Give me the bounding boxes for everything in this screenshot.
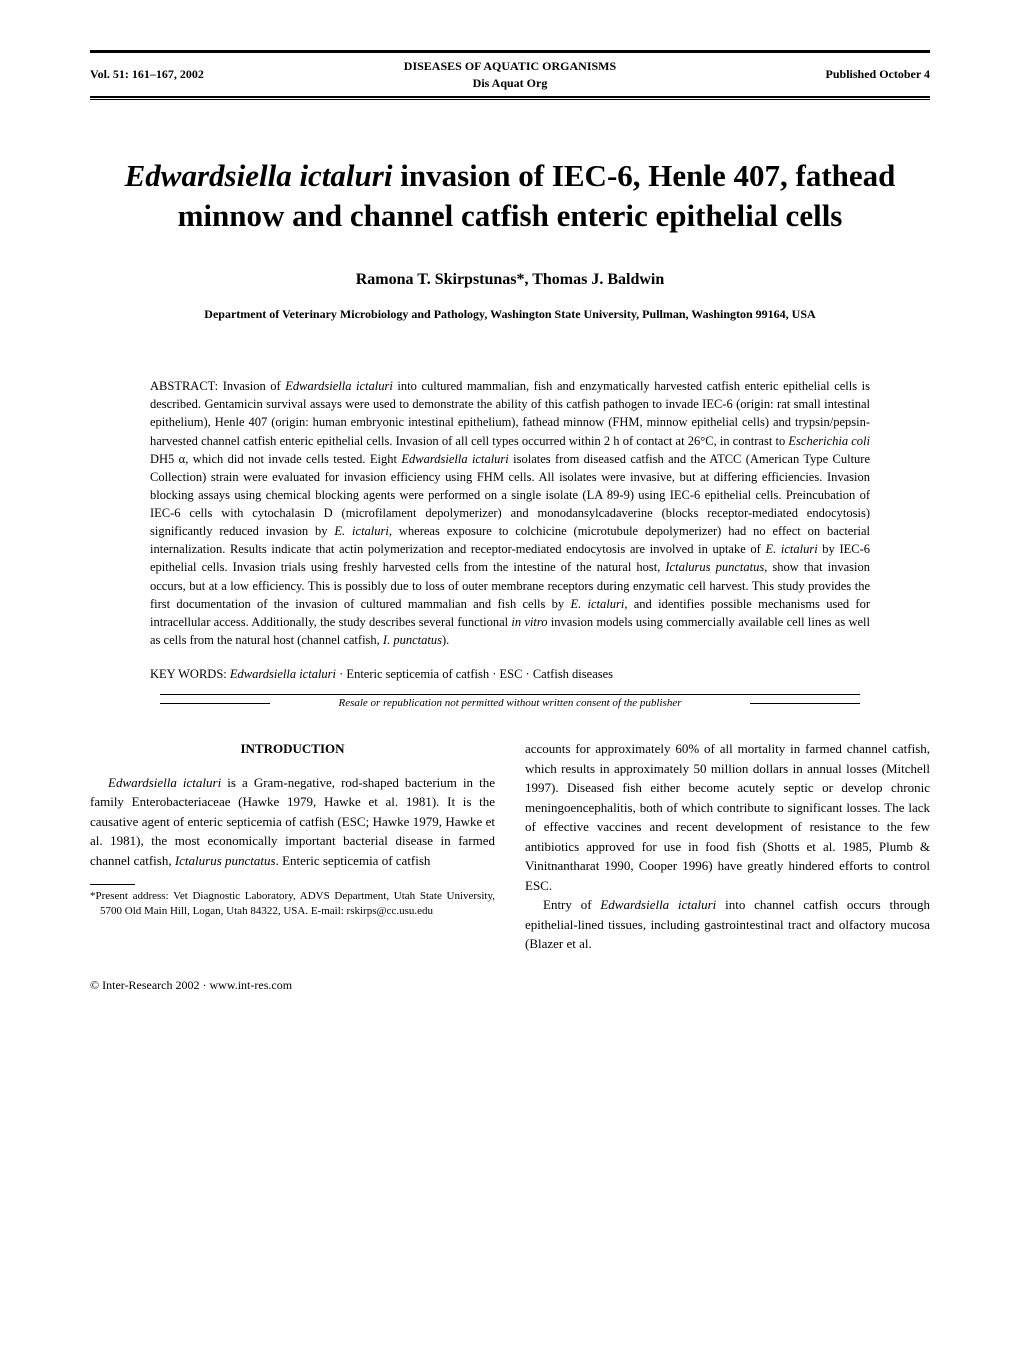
footnote-separator bbox=[90, 884, 135, 885]
header-journal: DISEASES OF AQUATIC ORGANISMS Dis Aquat … bbox=[370, 58, 650, 92]
keywords: KEY WORDS: Edwardsiella ictaluri · Enter… bbox=[150, 667, 870, 682]
abstract-sp2: Escherichia coli bbox=[788, 434, 870, 448]
abstract-sp7: E. ictaluri bbox=[570, 597, 624, 611]
footer-copyright: © Inter-Research 2002 · www.int-res.com bbox=[90, 978, 292, 993]
abstract: ABSTRACT: Invasion of Edwardsiella ictal… bbox=[150, 377, 870, 649]
intro-para-2: Entry of Edwardsiella ictaluri into chan… bbox=[525, 895, 930, 954]
abstract-sp1: Edwardsiella ictaluri bbox=[285, 379, 393, 393]
p2-species: Edwardsiella ictaluri bbox=[600, 897, 716, 912]
header-bottom-rule bbox=[90, 99, 930, 101]
abstract-sp6: Ictalurus punctatus bbox=[665, 560, 764, 574]
section-heading: INTRODUCTION bbox=[90, 739, 495, 759]
right-column: accounts for approximately 60% of all mo… bbox=[525, 739, 930, 954]
journal-line1: DISEASES OF AQUATIC ORGANISMS bbox=[404, 59, 616, 73]
abstract-sp5: E. ictaluri bbox=[765, 542, 817, 556]
keywords-rest: · Enteric septicemia of catfish · ESC · … bbox=[336, 667, 613, 681]
header-top-rule bbox=[90, 50, 930, 53]
resale-note: Resale or republication not permitted wi… bbox=[160, 694, 860, 709]
keywords-label: KEY WORDS: bbox=[150, 667, 230, 681]
intro-para-1-cont: accounts for approximately 60% of all mo… bbox=[525, 739, 930, 895]
p1-species1: Edwardsiella ictaluri bbox=[108, 775, 221, 790]
abstract-label: ABSTRACT: bbox=[150, 379, 223, 393]
article-title: Edwardsiella ictaluri invasion of IEC-6,… bbox=[90, 156, 930, 237]
abstract-sp3: Edwardsiella ictaluri bbox=[401, 452, 508, 466]
journal-line2: Dis Aquat Org bbox=[473, 76, 548, 90]
abstract-b9: ). bbox=[442, 633, 449, 647]
header-volume: Vol. 51: 161–167, 2002 bbox=[90, 67, 370, 82]
affiliation: Department of Veterinary Microbiology an… bbox=[90, 307, 930, 322]
abstract-b2: DH5 α, which did not invade cells tested… bbox=[150, 452, 401, 466]
page-footer: © Inter-Research 2002 · www.int-res.com bbox=[90, 978, 930, 993]
left-column: INTRODUCTION Edwardsiella ictaluri is a … bbox=[90, 739, 495, 954]
title-species: Edwardsiella ictaluri bbox=[125, 158, 393, 193]
abstract-sp9: I. punctatus bbox=[383, 633, 442, 647]
p1-text2: . Enteric septicemia of catfish bbox=[276, 853, 431, 868]
p2-text1: Entry of bbox=[543, 897, 600, 912]
authors: Ramona T. Skirpstunas*, Thomas J. Baldwi… bbox=[90, 271, 930, 289]
abstract-sp4: E. ictaluri bbox=[334, 524, 388, 538]
p1-species2: Ictalurus punctatus bbox=[175, 853, 276, 868]
header-pubdate: Published October 4 bbox=[650, 67, 930, 82]
corresponding-footnote: *Present address: Vet Diagnostic Laborat… bbox=[90, 889, 495, 920]
abstract-sp8: in vitro bbox=[511, 615, 547, 629]
page-header: Vol. 51: 161–167, 2002 DISEASES OF AQUAT… bbox=[90, 54, 930, 98]
abstract-pre: Invasion of bbox=[223, 379, 286, 393]
keywords-k1: Edwardsiella ictaluri bbox=[230, 667, 336, 681]
body-columns: INTRODUCTION Edwardsiella ictaluri is a … bbox=[90, 739, 930, 954]
intro-para-1: Edwardsiella ictaluri is a Gram-negative… bbox=[90, 773, 495, 871]
